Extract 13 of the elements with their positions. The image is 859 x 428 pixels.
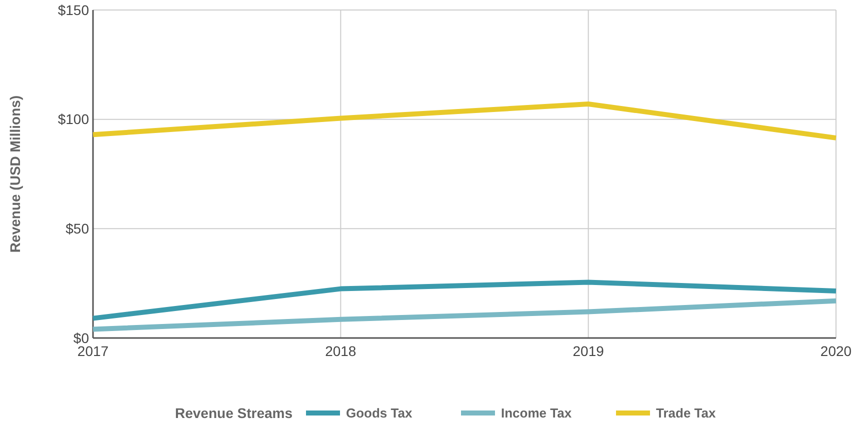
- legend-title: Revenue Streams: [175, 404, 293, 421]
- y-tick-label: $150: [58, 2, 90, 18]
- y-tick-label: $50: [66, 220, 90, 237]
- y-axis-title: Revenue (USD Millions): [7, 95, 23, 253]
- x-tick-label: 2019: [572, 343, 604, 359]
- y-tick-label: $0: [73, 330, 90, 346]
- x-tick-label: 2018: [325, 343, 356, 359]
- legend-label: Goods Tax: [346, 406, 413, 421]
- y-tick-label: $100: [58, 111, 90, 128]
- legend-label: Trade Tax: [656, 406, 716, 421]
- legend-label: Income Tax: [501, 406, 572, 421]
- x-tick-label: 2017: [77, 343, 109, 359]
- x-tick-label: 2020: [820, 343, 852, 359]
